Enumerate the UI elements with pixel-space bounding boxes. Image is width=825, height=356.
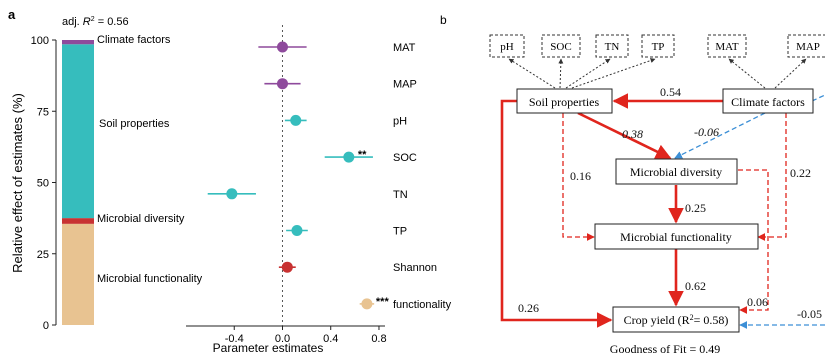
forest-point-tp — [291, 225, 303, 236]
forest-x-tick-label: 0.4 — [323, 333, 338, 345]
bar-segment-label: Soil properties — [99, 118, 170, 130]
forest-plot: -0.4 0.0 0.4 0.8 MAT MAP pH SOC ** TN TP Shannon fun… — [186, 25, 452, 345]
climate-factors-label: Climate factors — [731, 95, 805, 109]
construct-boxes: Soil properties Climate factors Microbia… — [516, 88, 814, 333]
forest-point-shannon — [281, 261, 293, 273]
soil-properties-box — [516, 88, 613, 114]
forest-point-soc — [343, 151, 355, 163]
arrow-climate-mat — [728, 58, 766, 89]
soil-properties-label: Soil properties — [529, 95, 600, 109]
forest-category-label: functionality — [393, 299, 452, 311]
bar-y-tick-label: 0 — [43, 320, 49, 332]
forest-point-tn — [226, 188, 238, 200]
tp-label: TP — [652, 41, 665, 53]
coef-climate-functionality: 0.22 — [790, 166, 811, 180]
bar-segment-label: Microbial functionality — [97, 273, 203, 285]
edge-diversity-yield — [738, 169, 769, 314]
coefficient-labels: 0.54 0.38 -0.06 0.16 0.22 0.25 0.62 0.26… — [518, 85, 822, 321]
edge-soil-diversity — [577, 111, 672, 160]
coef-functionality-yield: 0.62 — [685, 279, 706, 293]
adj-r2-annotation: adj. R2 = 0.56 — [62, 16, 129, 28]
panel-a: a adj. R2 = 0.56 0 25 50 75 100 Relative eff… — [8, 7, 452, 355]
edge-soil-functionality — [562, 113, 595, 241]
panel-b-label: b — [440, 13, 447, 27]
tn-box — [595, 34, 629, 58]
tp-box — [641, 34, 675, 58]
arrow-soil-ph — [508, 58, 556, 89]
forest-category-label: Shannon — [393, 262, 437, 274]
crop-yield-label: Crop yield (R2= 0.58) — [624, 313, 729, 327]
stacked-bar — [62, 40, 94, 325]
soc-box — [541, 34, 581, 58]
indicator-arrows — [508, 58, 807, 89]
bar-y-axis: 0 25 50 75 100 — [31, 35, 57, 332]
forest-category-label: pH — [393, 115, 407, 127]
forest-point-functionality — [361, 298, 373, 310]
bar-y-tick-label: 25 — [37, 249, 49, 261]
arrow-climate-map — [774, 58, 807, 89]
forest-x-tick-label: 0.8 — [371, 333, 386, 345]
edge-climate-offscreen — [811, 94, 825, 102]
forest-x-tick-label: 0.0 — [275, 333, 290, 345]
coef-climate-diversity: -0.06 — [694, 125, 719, 139]
map-box — [787, 34, 825, 58]
arrow-soil-tn — [565, 58, 611, 89]
coef-soil-diversity: 0.38 — [622, 127, 643, 141]
crop-yield-box — [612, 306, 740, 333]
bar-y-tick-label: 75 — [37, 106, 49, 118]
panel-b: b pH SOC TN TP MAT MAP — [440, 13, 825, 356]
bar-segment-soil-properties — [62, 44, 94, 219]
bar-segment-label: Microbial diversity — [97, 213, 185, 225]
mat-label: MAT — [715, 41, 739, 53]
microbial-functionality-label: Microbial functionality — [620, 230, 732, 244]
arrow-soil-soc — [558, 58, 564, 89]
coef-soil-yield: 0.26 — [518, 301, 539, 315]
forest-point-ph — [290, 114, 302, 126]
map-label: MAP — [796, 41, 820, 53]
coef-diversity-yield: 0.06 — [747, 295, 768, 309]
forest-significance-marker: *** — [376, 296, 390, 308]
bar-y-tick-label: 50 — [37, 178, 49, 190]
goodness-of-fit: Goodness of Fit = 0.49 — [610, 342, 720, 356]
indicator-boxes: pH SOC TN TP MAT MAP — [489, 34, 825, 58]
forest-category-label: SOC — [393, 152, 417, 164]
climate-factors-box — [722, 88, 814, 114]
bar-y-axis-title: Relative effect of estimates (%) — [10, 93, 25, 273]
path-edges — [500, 93, 825, 329]
forest-point-mat — [276, 41, 288, 53]
forest-x-axis-title: Parameter estimates — [213, 341, 324, 355]
microbial-diversity-label: Microbial diversity — [630, 165, 722, 179]
mat-box — [707, 34, 747, 58]
bar-segment-microbial-diversity — [62, 218, 94, 224]
microbial-diversity-box — [615, 158, 738, 185]
edge-climate-diversity — [674, 112, 766, 159]
forest-category-label: TN — [393, 189, 408, 201]
coef-diversity-functionality: 0.25 — [685, 201, 706, 215]
coef-climate-yield: -0.05 — [797, 307, 822, 321]
arrow-soil-tp — [571, 58, 656, 89]
ph-label: pH — [500, 41, 514, 53]
forest-category-label: MAT — [393, 42, 416, 54]
edge-climate-functionality — [757, 113, 787, 241]
forest-category-label: MAP — [393, 79, 417, 91]
edge-soil-yield — [500, 99, 613, 328]
forest-point-map — [276, 78, 288, 90]
bar-y-tick-label: 100 — [31, 35, 49, 47]
soc-label: SOC — [550, 41, 571, 53]
forest-category-label: TP — [393, 226, 407, 238]
forest-significance-marker: ** — [358, 149, 367, 161]
tn-label: TN — [605, 41, 620, 53]
forest-x-tick-label: -0.4 — [225, 333, 244, 345]
bar-segment-label: Climate factors — [97, 34, 171, 46]
panel-a-label: a — [8, 7, 16, 22]
bar-segment-labels: Microbial functionality Microbial diversi… — [97, 34, 203, 285]
coef-climate-soil: 0.54 — [660, 85, 681, 99]
coef-soil-functionality: 0.16 — [570, 169, 591, 183]
bar-segment-climate-factors — [62, 40, 94, 45]
bar-segment-microbial-functionality — [62, 223, 94, 325]
ph-box — [489, 34, 525, 58]
microbial-functionality-box — [594, 223, 759, 250]
